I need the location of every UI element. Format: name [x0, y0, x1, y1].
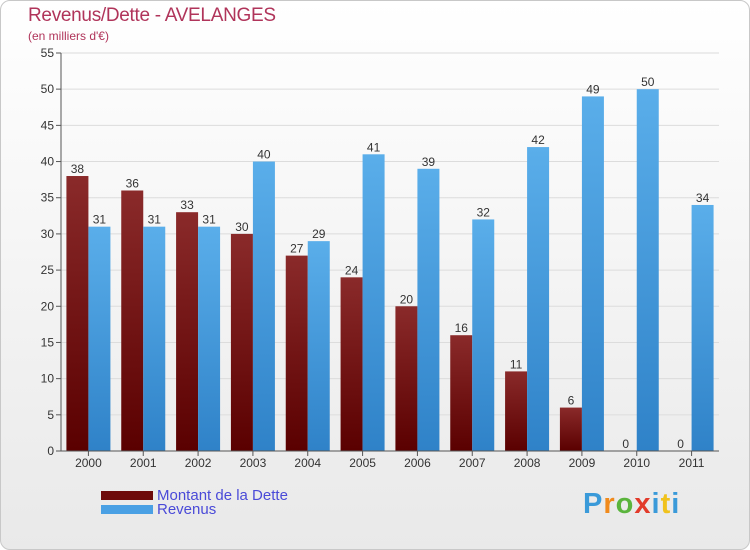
x-tick-label: 2000 — [75, 456, 102, 470]
data-label: 36 — [126, 176, 140, 190]
data-label: 0 — [622, 437, 629, 451]
x-tick-label: 2010 — [623, 456, 650, 470]
bar-revenus — [198, 226, 221, 451]
logo-letter: i — [651, 488, 661, 520]
data-label: 39 — [422, 155, 436, 169]
data-label: 11 — [510, 357, 523, 371]
y-tick-label: 45 — [41, 118, 55, 132]
y-tick-label: 30 — [41, 227, 55, 241]
chart-title: Revenus/Dette - AVELANGES — [28, 5, 276, 26]
y-tick-label: 5 — [47, 408, 54, 422]
y-tick-label: 20 — [41, 299, 55, 313]
bar-revenus — [691, 204, 714, 451]
data-label: 34 — [696, 191, 710, 205]
data-label: 16 — [455, 321, 469, 335]
bar-debt — [450, 335, 473, 451]
data-label: 30 — [235, 220, 249, 234]
y-tick-label: 55 — [41, 46, 55, 60]
logo-letter: P — [583, 488, 604, 520]
legend-label-debt: Montant de la Dette — [157, 486, 288, 504]
y-tick-label: 50 — [41, 82, 55, 96]
legend-item-debt: Montant de la Dette — [101, 486, 288, 504]
legend-item-revenus: Revenus — [101, 500, 217, 518]
bar-revenus — [527, 147, 550, 451]
bar-revenus — [417, 168, 440, 452]
x-tick-label: 2005 — [349, 456, 376, 470]
bar-revenus — [307, 241, 330, 451]
x-tick-label: 2001 — [130, 456, 157, 470]
bar-debt — [395, 306, 418, 451]
bar-revenus — [88, 226, 111, 451]
bar-debt — [559, 407, 582, 451]
data-label: 42 — [531, 133, 545, 147]
y-tick-label: 25 — [41, 263, 55, 277]
data-label: 31 — [202, 213, 216, 227]
data-label: 33 — [180, 198, 194, 212]
y-tick-label: 10 — [41, 372, 55, 386]
data-label: 6 — [568, 394, 575, 408]
y-tick-label: 0 — [47, 444, 54, 458]
bar-revenus — [636, 89, 659, 451]
chart-subtitle: (en milliers d'€) — [28, 29, 109, 43]
data-label: 0 — [677, 437, 684, 451]
logo-letter: i — [671, 488, 681, 520]
y-tick-label: 35 — [41, 191, 55, 205]
logo-letter: r — [603, 488, 616, 520]
bar-revenus — [143, 226, 166, 451]
data-label: 32 — [477, 205, 491, 219]
bar-debt — [285, 255, 308, 451]
bar-debt — [66, 176, 89, 451]
bar-debt — [230, 233, 253, 451]
data-label: 38 — [71, 162, 85, 176]
data-label: 40 — [257, 148, 271, 162]
bar-debt — [176, 212, 199, 451]
bar-revenus — [252, 161, 275, 451]
data-label: 49 — [586, 82, 600, 96]
data-label: 41 — [367, 140, 381, 154]
data-label: 24 — [345, 263, 359, 277]
data-label: 31 — [148, 213, 162, 227]
data-label: 29 — [312, 227, 326, 241]
data-label: 27 — [290, 242, 304, 256]
x-tick-label: 2003 — [240, 456, 267, 470]
legend-swatch-debt — [101, 490, 153, 500]
x-tick-label: 2011 — [679, 456, 705, 470]
logo-letter: t — [660, 488, 672, 520]
y-tick-label: 40 — [41, 155, 55, 169]
grid-lines — [61, 52, 719, 452]
legend-swatch-revenus — [101, 504, 153, 514]
data-label: 31 — [93, 213, 107, 227]
proxiti-logo: Proxiti — [583, 488, 680, 521]
bar-revenus — [472, 219, 495, 451]
bars — [66, 89, 714, 452]
bar-revenus — [362, 154, 385, 452]
data-label: 50 — [641, 75, 655, 89]
bar-debt — [121, 190, 144, 451]
x-tick-label: 2007 — [459, 456, 486, 470]
legend-label-revenus: Revenus — [157, 500, 217, 518]
bar-revenus — [581, 96, 604, 451]
logo-letter: o — [615, 488, 635, 520]
x-tick-label: 2009 — [569, 456, 596, 470]
bar-debt — [340, 277, 363, 451]
x-tick-label: 2004 — [294, 456, 321, 470]
logo-letter: x — [634, 488, 652, 520]
data-label: 20 — [400, 292, 414, 306]
value-labels: 38 31 36 31 33 31 30 40 27 29 24 41 20 39 16 32 11 42 6 49 0… — [71, 75, 710, 451]
x-tick-label: 2006 — [404, 456, 431, 470]
y-tick-label: 15 — [41, 335, 55, 349]
x-tick-label: 2002 — [185, 456, 212, 470]
x-tick-label: 2008 — [514, 456, 541, 470]
bar-debt — [505, 371, 528, 451]
